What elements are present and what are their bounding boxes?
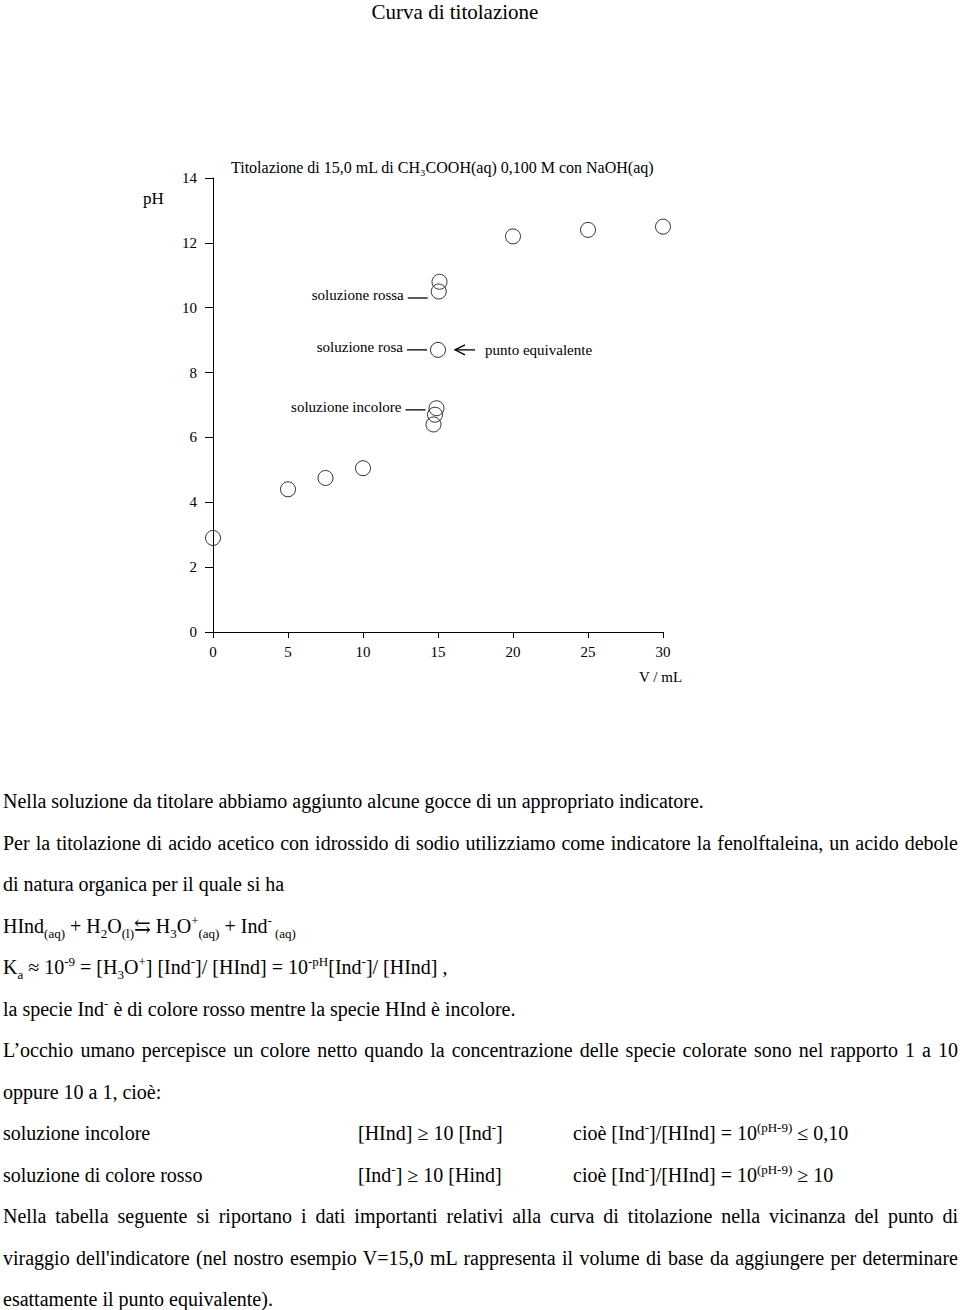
- html-text:la specie Ind-è di colore ross: la specie Ind-è di colore rosso mentre l…: [3, 995, 516, 1020]
- svg-text:5: 5: [284, 644, 292, 660]
- html-text:Nella soluzione da titolare ab: Nella soluzione da titolare abbiamo aggi…: [3, 790, 704, 812]
- svg-text:8: 8: [190, 365, 198, 381]
- svg-text:14: 14: [182, 170, 198, 186]
- svg-text:2: 2: [190, 559, 198, 575]
- svg-text:6: 6: [190, 429, 198, 445]
- svg-text:pH: pH: [143, 189, 164, 208]
- svg-text:10: 10: [356, 644, 371, 660]
- svg-text:10: 10: [182, 300, 197, 316]
- html-text:[HInd] ≥ 10 [Ind-]: [HInd] ≥ 10 [Ind-]: [358, 1120, 503, 1144]
- svg-text:punto equivalente: punto equivalente: [485, 342, 592, 358]
- html-text:Per la titolazione di acido ac: Per la titolazione di acido acetico con …: [3, 831, 958, 895]
- svg-text:4: 4: [190, 494, 198, 510]
- html-text:L’occhio umano percepisce un c: L’occhio umano percepisce un colore nett…: [3, 1039, 958, 1103]
- html-text:Ka≈ 10-9= [H3O+] [Ind-]/ [HInd: Ka≈ 10-9= [H3O+] [Ind-]/ [HInd] = 10-pH[…: [3, 954, 448, 982]
- svg-text:0: 0: [209, 644, 217, 660]
- svg-text:12: 12: [182, 235, 197, 251]
- html-text:soluzione di colore rosso: soluzione di colore rosso: [3, 1163, 203, 1186]
- svg-text:Titolazione di 15,0 mL di CH₃C: Titolazione di 15,0 mL di CH₃COOH(aq) 0,…: [231, 159, 654, 177]
- svg-text:20: 20: [506, 644, 521, 660]
- svg-text:15: 15: [431, 644, 446, 660]
- svg-text:V / mL: V / mL: [639, 669, 682, 685]
- html-text:cioè [Ind-]/[HInd] = 10(pH-9)≥: cioè [Ind-]/[HInd] = 10(pH-9)≥ 10: [573, 1161, 834, 1186]
- svg-text:soluzione rosa: soluzione rosa: [317, 339, 404, 355]
- svg-text:25: 25: [581, 644, 596, 660]
- html-text:Curva di titolazione: Curva di titolazione: [371, 0, 539, 24]
- html-text:cioè [Ind-]/[HInd] = 10(pH-9)≤: cioè [Ind-]/[HInd] = 10(pH-9)≤ 0,10: [573, 1120, 849, 1144]
- html-text:(aq)+ Ind-: (aq)+ Ind-: [198, 912, 272, 941]
- html-text:Nella tabella seguente si ripo: Nella tabella seguente si riportano i da…: [3, 1205, 958, 1310]
- svg-text:0: 0: [190, 624, 198, 640]
- svg-text:30: 30: [656, 644, 671, 660]
- html-text:[Ind-] ≥ 10 [Hind]: [Ind-] ≥ 10 [Hind]: [358, 1161, 502, 1186]
- html-text:(aq): (aq): [271, 925, 296, 941]
- html-text:HInd(aq)+ H2O(l)⇆ H3O+: HInd(aq)+ H2O(l)⇆ H3O+: [3, 912, 199, 941]
- svg-text:soluzione incolore: soluzione incolore: [291, 399, 402, 415]
- html-text:soluzione incolore: soluzione incolore: [3, 1122, 151, 1144]
- svg-text:soluzione rossa: soluzione rossa: [312, 287, 404, 303]
